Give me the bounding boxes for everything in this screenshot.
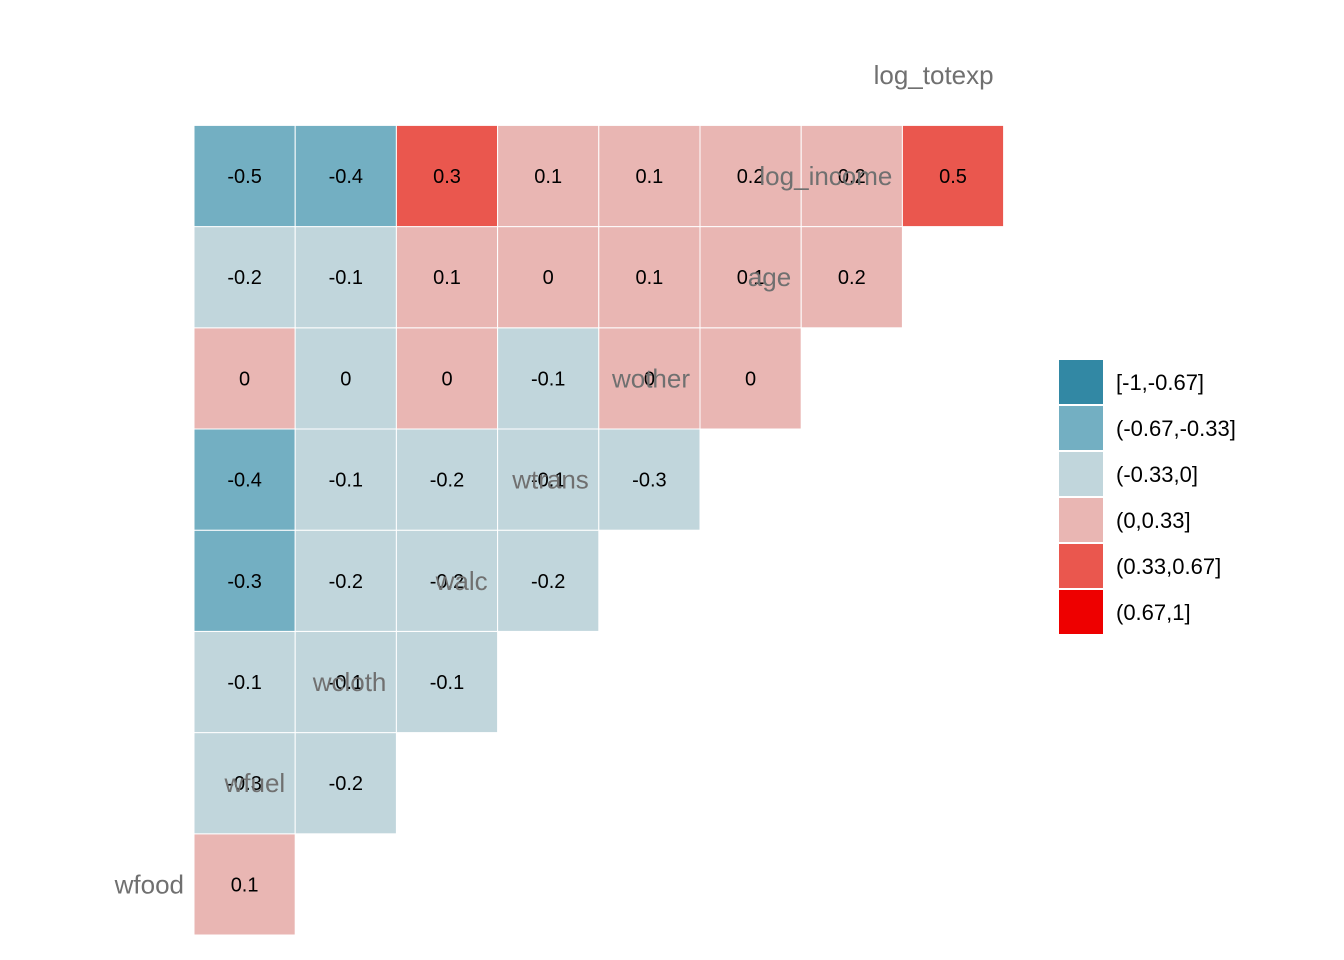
heatmap-cell-log_totexp-walc	[497, 124, 600, 228]
cell-value-walc-wcloth: -0.1	[430, 672, 464, 694]
legend-label-0: [-1,-0.67]	[1116, 370, 1204, 395]
cell-value-log_income-wcloth: 0.1	[433, 267, 461, 289]
cell-value-wcloth-wfood: -0.3	[227, 773, 261, 795]
heatmap-cell-age-wcloth	[395, 327, 499, 430]
variable-label-wfood: wfood	[114, 869, 184, 899]
legend-key-3	[1059, 498, 1103, 542]
variable-label-age: age	[748, 262, 791, 292]
variable-label-walc: walc	[435, 566, 488, 596]
legend-key-4	[1059, 544, 1103, 588]
cell-value-wtrans-wcloth: -0.2	[430, 571, 464, 593]
variable-labels: wfood wfuel wcloth walc wtrans wother age log_i…	[114, 60, 994, 900]
legend-key-5	[1059, 590, 1103, 634]
cell-value-log_income-wfood: -0.2	[227, 267, 261, 289]
heatmap-cell-wtrans-wfuel	[294, 529, 397, 632]
cell-value-wtrans-wfuel: -0.2	[329, 571, 363, 593]
heatmap-cell-wcloth-wfood	[193, 732, 296, 835]
variable-label-wother: wother	[611, 363, 690, 393]
cell-value-age-wtrans: 0	[644, 368, 655, 390]
variable-label-wcloth: wcloth	[312, 667, 387, 697]
legend-label-2: (-0.33,0]	[1116, 462, 1198, 487]
heatmap-cell-log_totexp-age	[800, 124, 903, 228]
cell-value-age-walc: -0.1	[531, 368, 565, 390]
legend-key-2	[1059, 452, 1103, 496]
cell-value-wtrans-wfood: -0.3	[227, 571, 261, 593]
cell-value-log_totexp-wother: 0.2	[737, 166, 765, 188]
cell-value-age-wfood: 0	[239, 368, 250, 390]
legend-key-0	[1059, 360, 1103, 404]
cell-value-log_income-age: 0.2	[838, 267, 866, 289]
heatmap-cell-age-wtrans	[598, 327, 701, 430]
heatmap-cell-age-walc	[497, 327, 600, 430]
cell-value-wtrans-walc: -0.2	[531, 571, 565, 593]
heatmap-cell-log_income-wcloth	[395, 226, 499, 329]
cell-value-log_income-walc: 0	[543, 267, 554, 289]
cell-value-log_totexp-age: 0.2	[838, 166, 866, 188]
cell-value-walc-wfuel: -0.1	[329, 672, 363, 694]
legend: [-1,-0.67] (-0.67,-0.33] (-0.33,0] (0,0.33]…	[1059, 360, 1236, 634]
heatmap-cell-wother-wcloth	[395, 428, 499, 531]
legend-key-1	[1059, 406, 1103, 450]
heatmap-cell-log_income-age	[800, 226, 903, 329]
cell-value-log_totexp-wfuel: -0.4	[329, 166, 363, 188]
heatmap-cell-log_totexp-log_income	[901, 124, 1005, 228]
cell-value-log_totexp-walc: 0.1	[534, 166, 562, 188]
cell-value-log_income-wother: 0.1	[737, 267, 765, 289]
cell-value-wother-wfuel: -0.1	[329, 470, 363, 492]
heatmap-cell-log_income-wfood	[193, 226, 296, 329]
legend-label-5: (0.67,1]	[1116, 600, 1191, 625]
cell-value-wother-walc: -0.1	[531, 470, 565, 492]
cell-value-age-wcloth: 0	[441, 368, 452, 390]
cell-value-wcloth-wfuel: -0.2	[329, 773, 363, 795]
cell-value-age-wfuel: 0	[340, 368, 351, 390]
cell-value-log_income-wfuel: -0.1	[329, 267, 363, 289]
variable-label-wfuel: wfuel	[223, 768, 285, 798]
cell-value-wother-wcloth: -0.2	[430, 470, 464, 492]
cell-value-wother-wtrans: -0.3	[632, 470, 666, 492]
heatmap-cell-age-wfood	[193, 327, 296, 430]
variable-label-log_income: log_income	[759, 161, 892, 191]
cell-value-wother-wfood: -0.4	[227, 470, 261, 492]
legend-label-1: (-0.67,-0.33]	[1116, 416, 1236, 441]
heatmap-cells: 0.1 -0.3 -0.2 -0.1 -0.1 -0.1 -0.3 -0.2 -0.2 -0.2 -…	[193, 124, 1005, 936]
legend-label-3: (0,0.33]	[1116, 508, 1191, 533]
variable-label-wtrans: wtrans	[511, 465, 589, 495]
legend-label-4: (0.33,0.67]	[1116, 554, 1221, 579]
heatmap-cell-age-wother	[699, 327, 802, 430]
variable-label-log_totexp: log_totexp	[874, 60, 994, 90]
heatmap-cell-wtrans-wcloth	[395, 529, 499, 632]
heatmap-cell-wother-walc	[497, 428, 600, 531]
cell-value-log_income-wtrans: 0.1	[635, 267, 663, 289]
heatmap-cell-wother-wfood	[193, 428, 296, 531]
heatmap-cell-wfuel-wfood	[193, 833, 296, 936]
heatmap-cell-walc-wfood	[193, 630, 296, 734]
cell-value-wfuel-wfood: 0.1	[231, 874, 259, 896]
cell-value-age-wother: 0	[745, 368, 756, 390]
heatmap-cell-age-wfuel	[294, 327, 397, 430]
heatmap-cell-wtrans-wfood	[193, 529, 296, 632]
cell-value-log_totexp-wtrans: 0.1	[635, 166, 663, 188]
heatmap-cell-wcloth-wfuel	[294, 732, 397, 835]
cell-value-log_totexp-wcloth: 0.3	[433, 166, 461, 188]
cell-value-walc-wfood: -0.1	[227, 672, 261, 694]
heatmap-cell-log_income-walc	[497, 226, 600, 329]
heatmap-cell-log_income-wfuel	[294, 226, 397, 329]
heatmap-cell-wtrans-walc	[497, 529, 600, 632]
heatmap-cell-log_totexp-wfood	[193, 124, 296, 228]
heatmap-cell-log_totexp-wother	[699, 124, 802, 228]
cell-value-log_totexp-wfood: -0.5	[227, 166, 261, 188]
cell-value-log_totexp-log_income: 0.5	[939, 166, 967, 188]
heatmap-cell-log_totexp-wtrans	[598, 124, 701, 228]
